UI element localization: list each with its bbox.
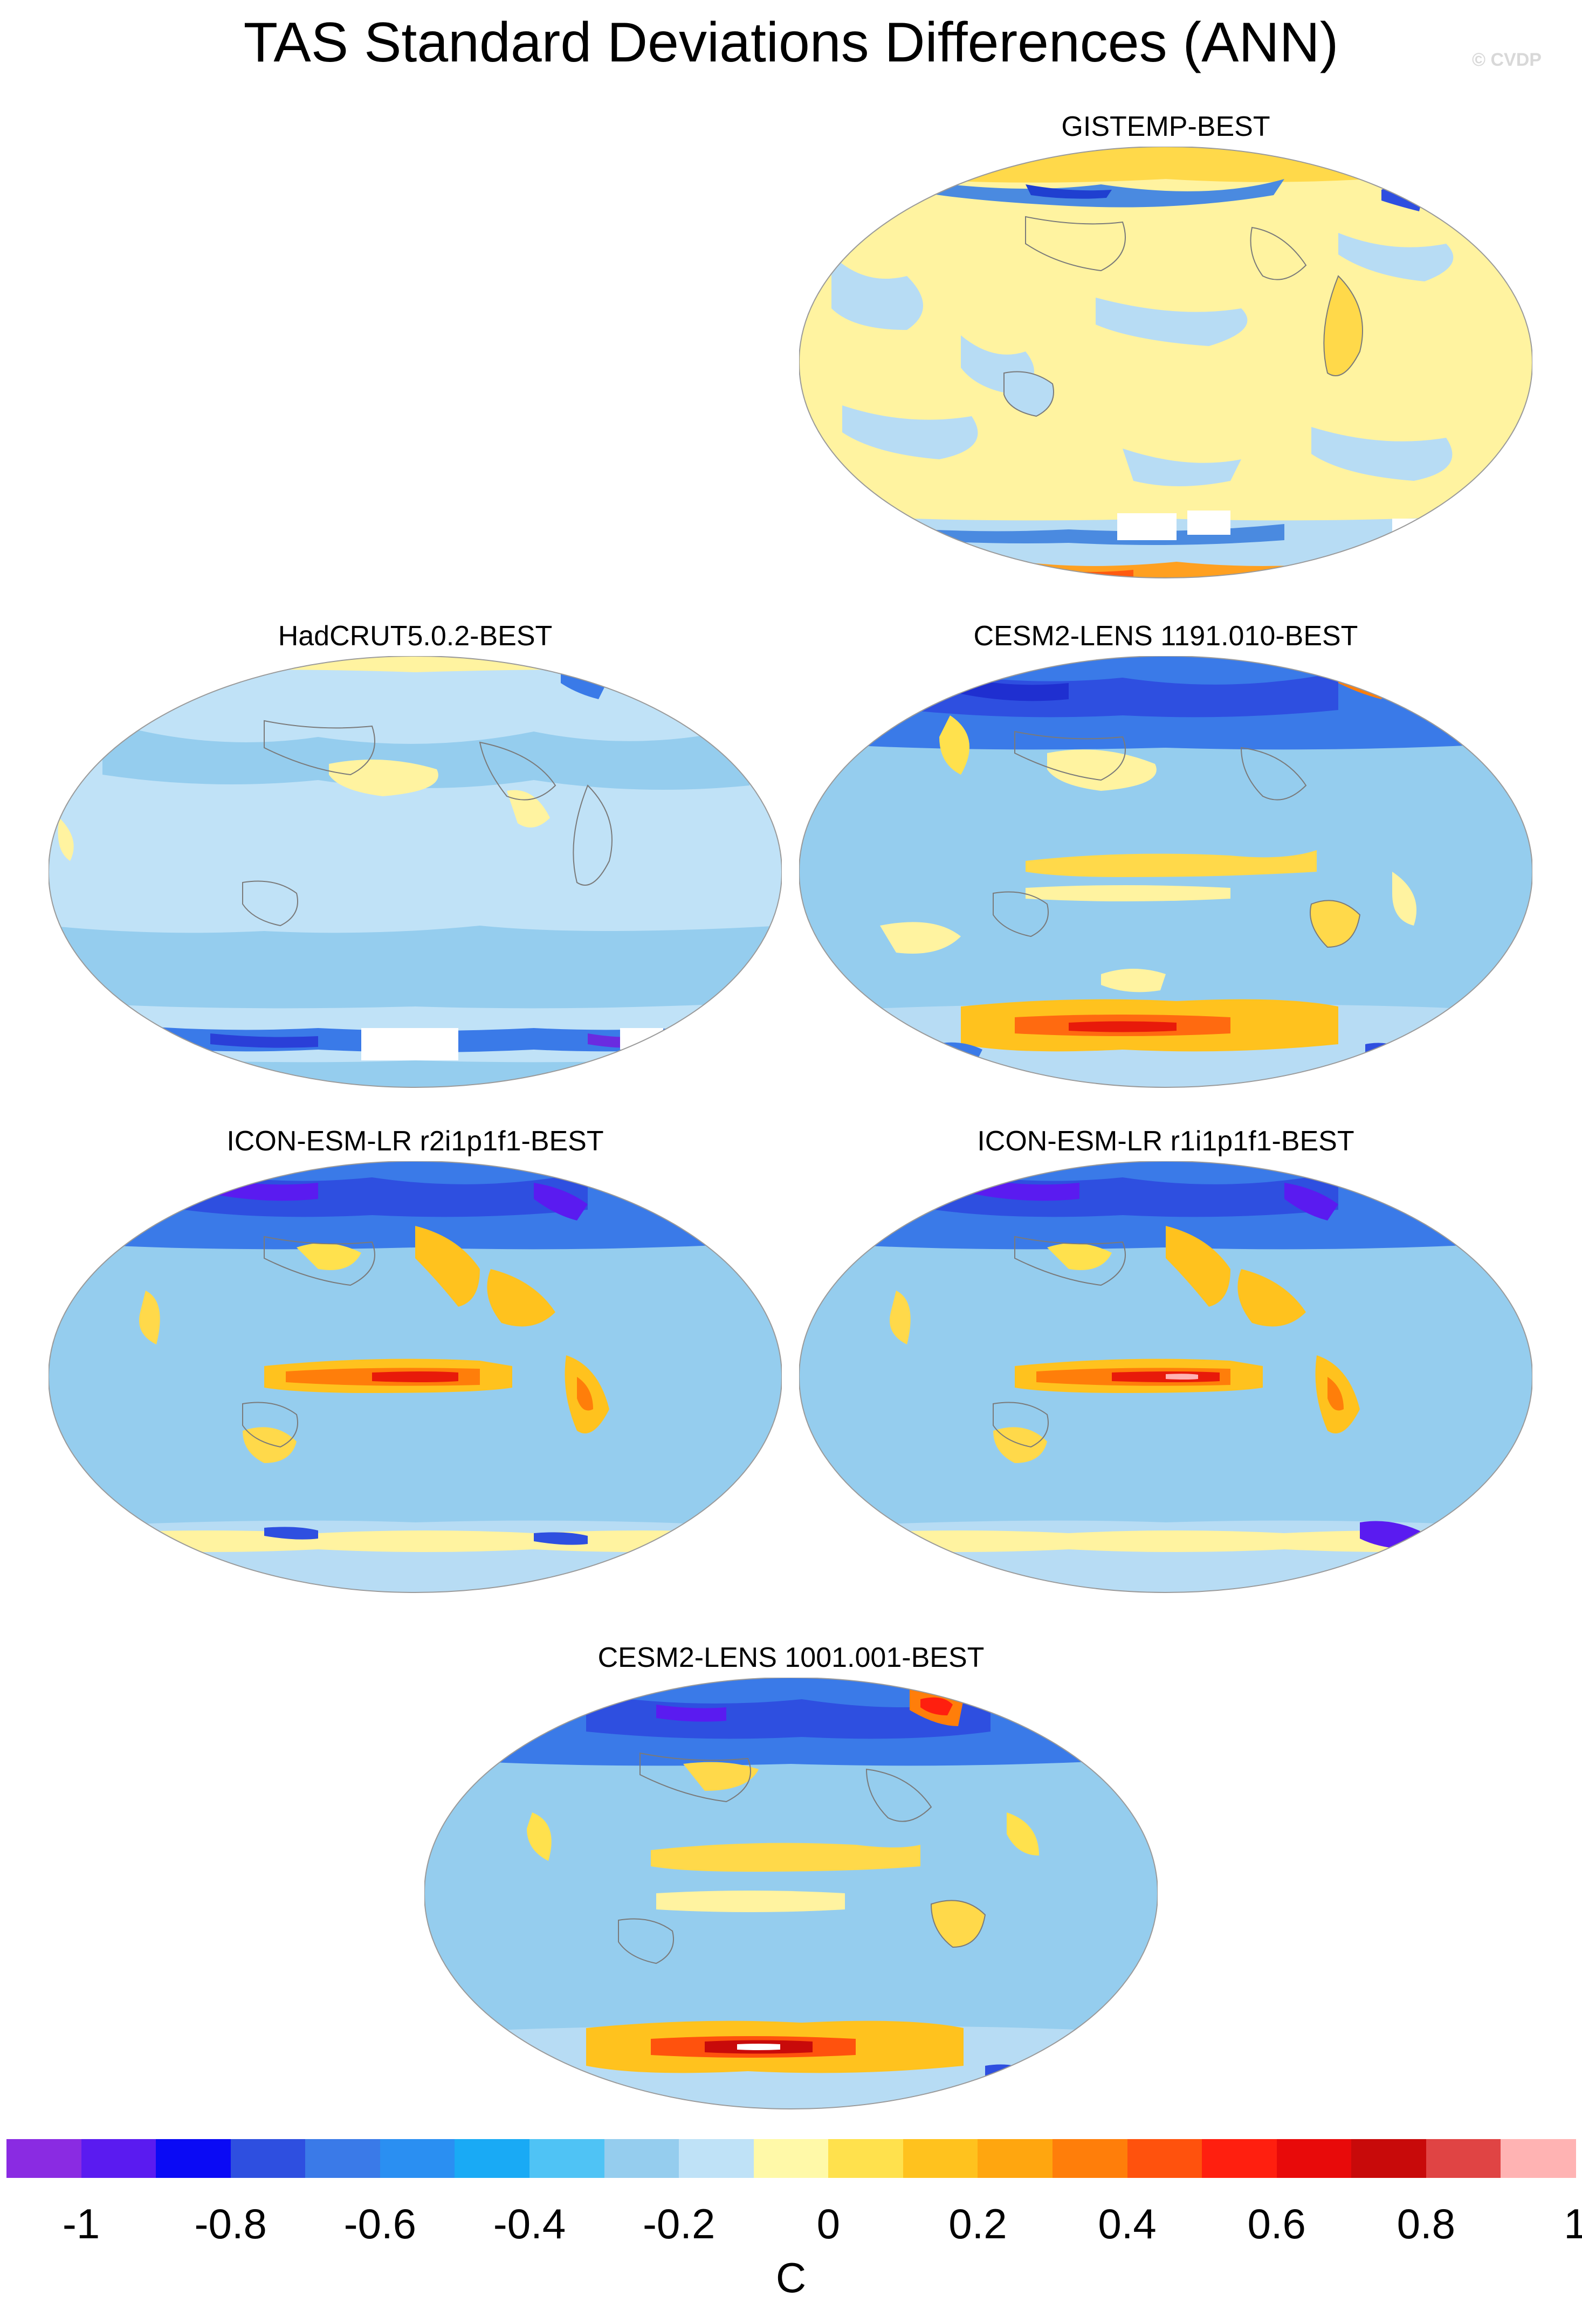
- panel-gistemp: GISTEMP-BEST: [799, 108, 1532, 578]
- colorbar-segment: [1053, 2139, 1128, 2178]
- panel-title: CESM2-LENS 1191.010-BEST: [973, 620, 1358, 652]
- figure-title: TAS Standard Deviations Differences (ANN…: [243, 11, 1339, 74]
- colorbar-tick-label: -0.8: [194, 2200, 267, 2247]
- colorbar-tick-label: -0.4: [493, 2200, 566, 2247]
- colorbar-segment: [6, 2139, 82, 2178]
- colorbar-unit: C: [775, 2254, 807, 2301]
- panel-icon-r2: ICON-ESM-LR r2i1p1f1-BEST: [49, 1122, 782, 1593]
- colorbar-segment: [81, 2139, 157, 2178]
- colorbar-segment: [753, 2139, 829, 2178]
- colorbar-tick-label: 0.6: [1247, 2200, 1306, 2247]
- colorbar-segment: [978, 2139, 1053, 2178]
- colorbar-segment: [455, 2139, 530, 2178]
- colorbar-segment: [1426, 2139, 1502, 2178]
- colorbar-tick-label: 0.8: [1397, 2200, 1456, 2247]
- colorbar-tick-label: 1: [1564, 2200, 1582, 2247]
- colorbar-tick-label: 0.2: [948, 2200, 1007, 2247]
- map-cesm1001: [424, 1678, 1158, 2109]
- panel-icon-r1: ICON-ESM-LR r1i1p1f1-BEST: [799, 1122, 1532, 1593]
- colorbar-segment: [1351, 2139, 1427, 2178]
- map-gistemp: [799, 147, 1532, 578]
- colorbar-tick-label: 0.4: [1098, 2200, 1157, 2247]
- panel-title: ICON-ESM-LR r1i1p1f1-BEST: [977, 1126, 1354, 1157]
- colorbar-segment: [828, 2139, 904, 2178]
- colorbar-segment: [604, 2139, 680, 2178]
- colorbar-tick-label: -0.6: [343, 2200, 417, 2247]
- panel-title: HadCRUT5.0.2-BEST: [278, 620, 553, 652]
- panel-title: GISTEMP-BEST: [1061, 111, 1270, 142]
- map-hadcrut: [49, 656, 782, 1088]
- colorbar-segment: [1501, 2139, 1576, 2178]
- colorbar-segment: [1127, 2139, 1203, 2178]
- colorbar-tick-label: 0: [816, 2200, 840, 2247]
- colorbar-segment: [1276, 2139, 1352, 2178]
- colorbar-segment: [380, 2139, 456, 2178]
- panel-cesm1191: CESM2-LENS 1191.010-BEST: [799, 617, 1532, 1088]
- colorbar-segment: [679, 2139, 754, 2178]
- colorbar-segment: [1202, 2139, 1277, 2178]
- panel-cesm1001: CESM2-LENS 1001.001-BEST: [424, 1639, 1158, 2109]
- colorbar-segment: [230, 2139, 306, 2178]
- panel-title: CESM2-LENS 1001.001-BEST: [597, 1642, 985, 1673]
- colorbar-segment: [903, 2139, 979, 2178]
- map-cesm1191: [799, 656, 1532, 1088]
- colorbar-tick-label: -1: [62, 2200, 100, 2247]
- map-icon-r2: [49, 1161, 782, 1593]
- copyright-mark: © CVDP: [1472, 50, 1542, 70]
- colorbar-segment: [305, 2139, 381, 2178]
- panel-title: ICON-ESM-LR r2i1p1f1-BEST: [226, 1126, 604, 1157]
- panel-hadcrut: HadCRUT5.0.2-BEST: [49, 617, 782, 1088]
- colorbar: [6, 2139, 1576, 2178]
- colorbar-segment: [156, 2139, 231, 2178]
- colorbar-tick-label: -0.2: [642, 2200, 716, 2247]
- map-icon-r1: [799, 1161, 1532, 1593]
- colorbar-segment: [529, 2139, 605, 2178]
